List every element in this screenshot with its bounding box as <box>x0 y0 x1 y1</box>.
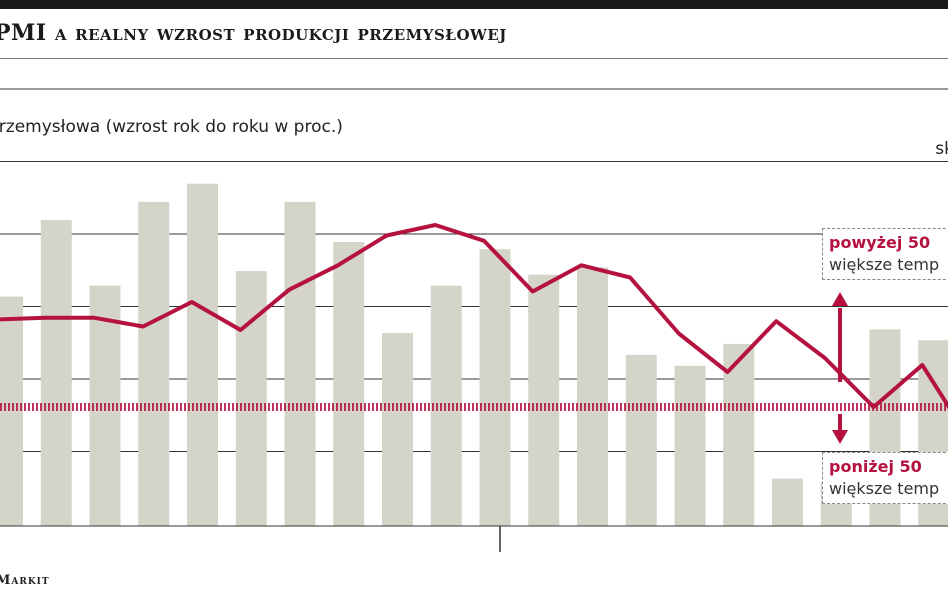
left-axis-label-line1: przemysłowa (wzrost rok do roku w proc.) <box>0 117 343 137</box>
bar <box>674 365 706 526</box>
bar <box>138 201 170 526</box>
title-divider <box>0 58 948 59</box>
bar <box>723 343 755 526</box>
bar <box>0 296 23 526</box>
annotation-above-title: powyżej 50 <box>829 233 931 252</box>
bar <box>284 201 316 526</box>
annotation-below-desc: większe temp <box>829 479 940 498</box>
bar <box>577 267 608 526</box>
bar <box>40 220 72 526</box>
arrow-down-head <box>832 430 848 444</box>
annotation-below-50: poniżej 50 większe temp <box>822 452 948 504</box>
top-bar <box>0 0 948 9</box>
arrow-up-head <box>832 292 848 306</box>
left-axis-label: przemysłowa (wzrost rok do roku w proc.)… <box>0 116 343 160</box>
pmi-line <box>0 223 948 410</box>
annotation-below-title: poniżej 50 <box>829 457 922 476</box>
bar <box>187 183 218 526</box>
chart-title: PMI a realny wzrost produkcji przemysłow… <box>0 20 507 46</box>
bar <box>479 249 511 526</box>
bar <box>235 271 267 526</box>
annotation-above-50: powyżej 50 większe temp <box>822 228 948 280</box>
bar <box>625 354 657 526</box>
right-axis-label-line2: sk <box>935 139 948 159</box>
bar <box>382 332 413 526</box>
source-label: Markit <box>0 573 50 588</box>
right-axis-label: i sk <box>914 116 948 160</box>
bar <box>333 241 365 526</box>
bar <box>772 478 803 526</box>
annotation-above-desc: większe temp <box>829 255 940 274</box>
bar <box>528 274 560 526</box>
